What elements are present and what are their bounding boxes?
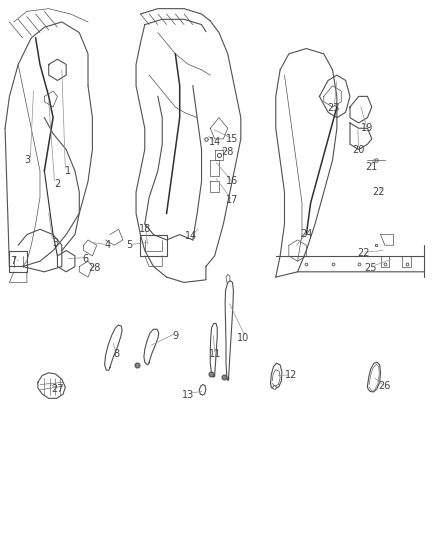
Text: 11: 11	[208, 349, 221, 359]
Text: 18: 18	[139, 224, 151, 235]
Text: 27: 27	[51, 384, 64, 394]
Text: 9: 9	[172, 330, 178, 341]
Text: 6: 6	[83, 254, 89, 263]
Text: 3: 3	[52, 238, 58, 247]
Text: 28: 28	[222, 147, 234, 157]
Text: 13: 13	[182, 390, 194, 400]
Text: 20: 20	[353, 144, 365, 155]
Text: 19: 19	[361, 123, 374, 133]
Text: 15: 15	[226, 134, 238, 144]
Text: 17: 17	[226, 195, 238, 205]
Text: 23: 23	[327, 103, 339, 113]
Text: 24: 24	[300, 229, 312, 239]
Text: 2: 2	[54, 179, 60, 189]
Text: 22: 22	[357, 248, 369, 258]
Text: 4: 4	[105, 240, 111, 250]
Text: 26: 26	[378, 381, 390, 391]
Text: 3: 3	[24, 155, 30, 165]
Text: 21: 21	[365, 161, 377, 172]
Text: 14: 14	[184, 231, 197, 241]
Text: 8: 8	[113, 349, 120, 359]
Text: 10: 10	[237, 333, 249, 343]
Text: 7: 7	[11, 256, 17, 266]
Text: 25: 25	[365, 263, 377, 272]
Text: 5: 5	[127, 240, 133, 250]
Text: 12: 12	[285, 370, 297, 381]
Text: 16: 16	[226, 176, 238, 187]
Text: 14: 14	[208, 136, 221, 147]
Text: 28: 28	[88, 263, 101, 272]
Text: 1: 1	[65, 166, 71, 176]
Text: 22: 22	[372, 187, 385, 197]
